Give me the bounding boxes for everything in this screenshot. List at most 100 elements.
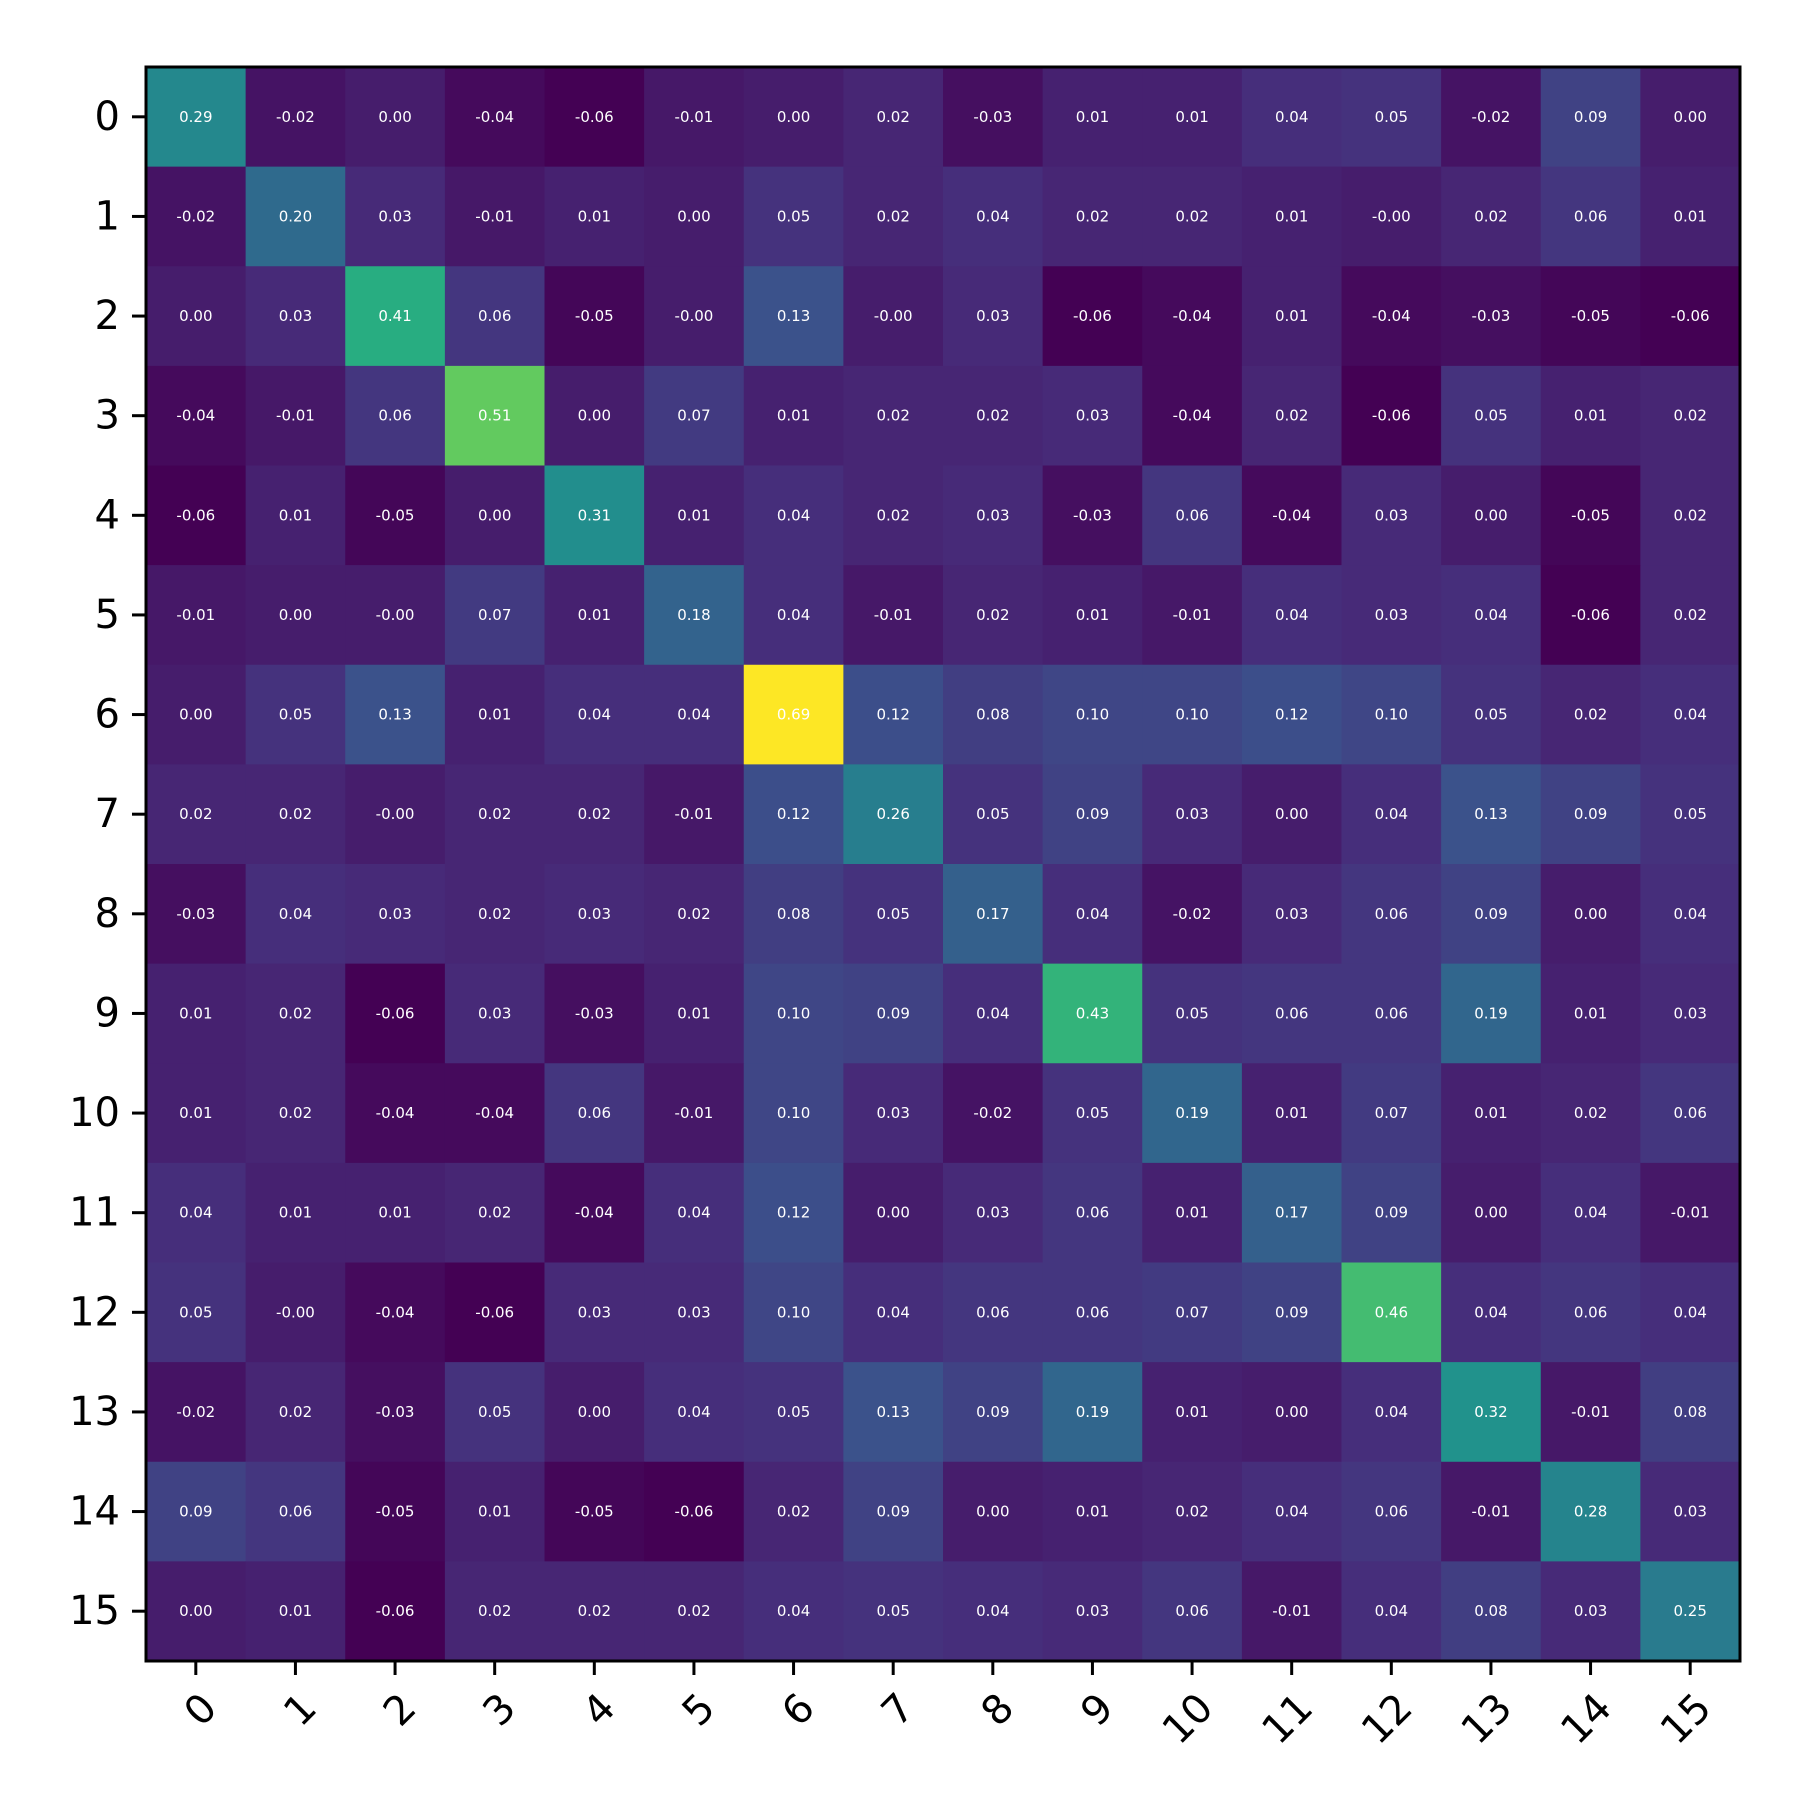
heatmap-cell	[1540, 1561, 1641, 1662]
heatmap-cell	[644, 166, 745, 267]
heatmap-cell	[943, 1162, 1044, 1263]
cell-value-label: 0.04	[1275, 1503, 1308, 1521]
heatmap-cell	[345, 1461, 446, 1562]
cell-value-label: 0.04	[677, 1204, 710, 1222]
cell-value-label: 0.00	[179, 706, 212, 724]
heatmap-cell	[1341, 1461, 1442, 1562]
cell-value-label: 0.01	[1076, 1503, 1109, 1521]
heatmap-cell	[743, 864, 844, 965]
heatmap-cell	[743, 963, 844, 1064]
heatmap-cell	[843, 864, 944, 965]
heatmap-cell	[843, 365, 944, 466]
heatmap-cell	[245, 1262, 346, 1363]
cell-value-label: -0.00	[376, 805, 415, 823]
heatmap-cell	[1441, 1162, 1542, 1263]
cell-value-label: 0.19	[1175, 1104, 1208, 1122]
cell-value-label: 0.02	[478, 905, 511, 923]
cell-value-label: 0.09	[1076, 805, 1109, 823]
heatmap-cell	[1142, 1362, 1243, 1463]
cell-value-label: 0.07	[1375, 1104, 1408, 1122]
heatmap-cell	[1042, 864, 1143, 965]
cell-value-label: 0.05	[876, 905, 909, 923]
y-tick-label: 14	[69, 1489, 120, 1535]
cell-value-label: 0.05	[1474, 407, 1507, 425]
heatmap-cell	[943, 465, 1044, 566]
cell-value-label: 0.01	[1574, 407, 1607, 425]
heatmap-cell	[644, 67, 745, 168]
cell-value-label: 0.02	[876, 207, 909, 225]
heatmap-cell	[743, 465, 844, 566]
cell-value-label: 0.32	[1474, 1403, 1507, 1421]
cell-value-label: 0.02	[578, 1602, 611, 1620]
cell-value-label: 0.03	[378, 905, 411, 923]
cell-value-label: -0.04	[1272, 506, 1311, 524]
cell-value-label: 0.01	[677, 1004, 710, 1022]
heatmap-cell	[1341, 1162, 1442, 1263]
cell-value-label: 0.09	[1474, 905, 1507, 923]
cell-value-label: 0.06	[1375, 1004, 1408, 1022]
heatmap-cell	[1241, 1162, 1342, 1263]
heatmap-cell	[245, 1162, 346, 1263]
heatmap-cell	[1540, 764, 1641, 865]
heatmap-cell	[1241, 1561, 1342, 1662]
cell-value-label: 0.01	[777, 407, 810, 425]
heatmap-cell	[943, 764, 1044, 865]
cell-value-label: -0.01	[1671, 1204, 1710, 1222]
heatmap-cell	[1441, 266, 1542, 367]
cell-value-label: 0.02	[1175, 207, 1208, 225]
cell-value-label: 0.00	[1275, 805, 1308, 823]
cell-value-label: 0.01	[1574, 1004, 1607, 1022]
cell-value-label: 0.01	[1275, 1104, 1308, 1122]
heatmap-cell	[444, 565, 545, 666]
heatmap-cell	[245, 565, 346, 666]
cell-value-label: 0.06	[1574, 207, 1607, 225]
heatmap-cell	[1540, 465, 1641, 566]
heatmap-cell	[743, 67, 844, 168]
heatmap-cell	[1640, 864, 1741, 965]
heatmap-cell	[644, 1162, 745, 1263]
plot-frame	[144, 65, 1742, 1663]
cell-value-label: 0.02	[279, 805, 312, 823]
heatmap-cell	[1241, 664, 1342, 765]
cell-value-label: 0.06	[1175, 506, 1208, 524]
cell-value-label: 0.00	[179, 307, 212, 325]
heatmap-cell	[1341, 565, 1442, 666]
cell-value-label: 0.01	[478, 706, 511, 724]
cell-value-label: 0.00	[876, 1204, 909, 1222]
cell-value-label: -0.04	[376, 1303, 415, 1321]
heatmap-cell	[1441, 664, 1542, 765]
heatmap-cell	[743, 764, 844, 865]
heatmap-cell	[1341, 963, 1442, 1064]
cell-value-label: 0.02	[1574, 1104, 1607, 1122]
heatmap-cell	[345, 1561, 446, 1662]
heatmap-cell	[1640, 1262, 1741, 1363]
heatmap-cell	[743, 1561, 844, 1662]
cell-value-label: 0.04	[1375, 805, 1408, 823]
heatmap-cell	[1540, 1461, 1641, 1562]
cell-value-label: 0.06	[1574, 1303, 1607, 1321]
heatmap-cell	[245, 664, 346, 765]
heatmap-cell	[1540, 565, 1641, 666]
cell-value-label: -0.04	[1173, 407, 1212, 425]
y-tick-label: 11	[69, 1190, 120, 1236]
cell-value-label: 0.06	[378, 407, 411, 425]
heatmap-cell	[1441, 1362, 1542, 1463]
cell-value-label: 0.01	[578, 207, 611, 225]
cell-value-label: 0.06	[478, 307, 511, 325]
cell-value-label: 0.04	[876, 1303, 909, 1321]
heatmap-cell	[544, 465, 645, 566]
cell-value-label: 0.05	[1076, 1104, 1109, 1122]
heatmap-cell	[1142, 365, 1243, 466]
heatmap-cell	[1042, 1162, 1143, 1263]
cell-value-label: 0.03	[876, 1104, 909, 1122]
heatmap-cell	[444, 764, 545, 865]
heatmap-cell	[245, 764, 346, 865]
heatmap-cell	[444, 963, 545, 1064]
cell-value-label: 0.02	[578, 805, 611, 823]
cell-value-label: -0.06	[1571, 606, 1610, 624]
heatmap-cell	[943, 1262, 1044, 1363]
cell-value-label: -0.02	[973, 1104, 1012, 1122]
cell-value-label: -0.00	[276, 1303, 315, 1321]
cell-value-label: -0.04	[575, 1204, 614, 1222]
cell-value-label: 0.04	[1673, 905, 1706, 923]
